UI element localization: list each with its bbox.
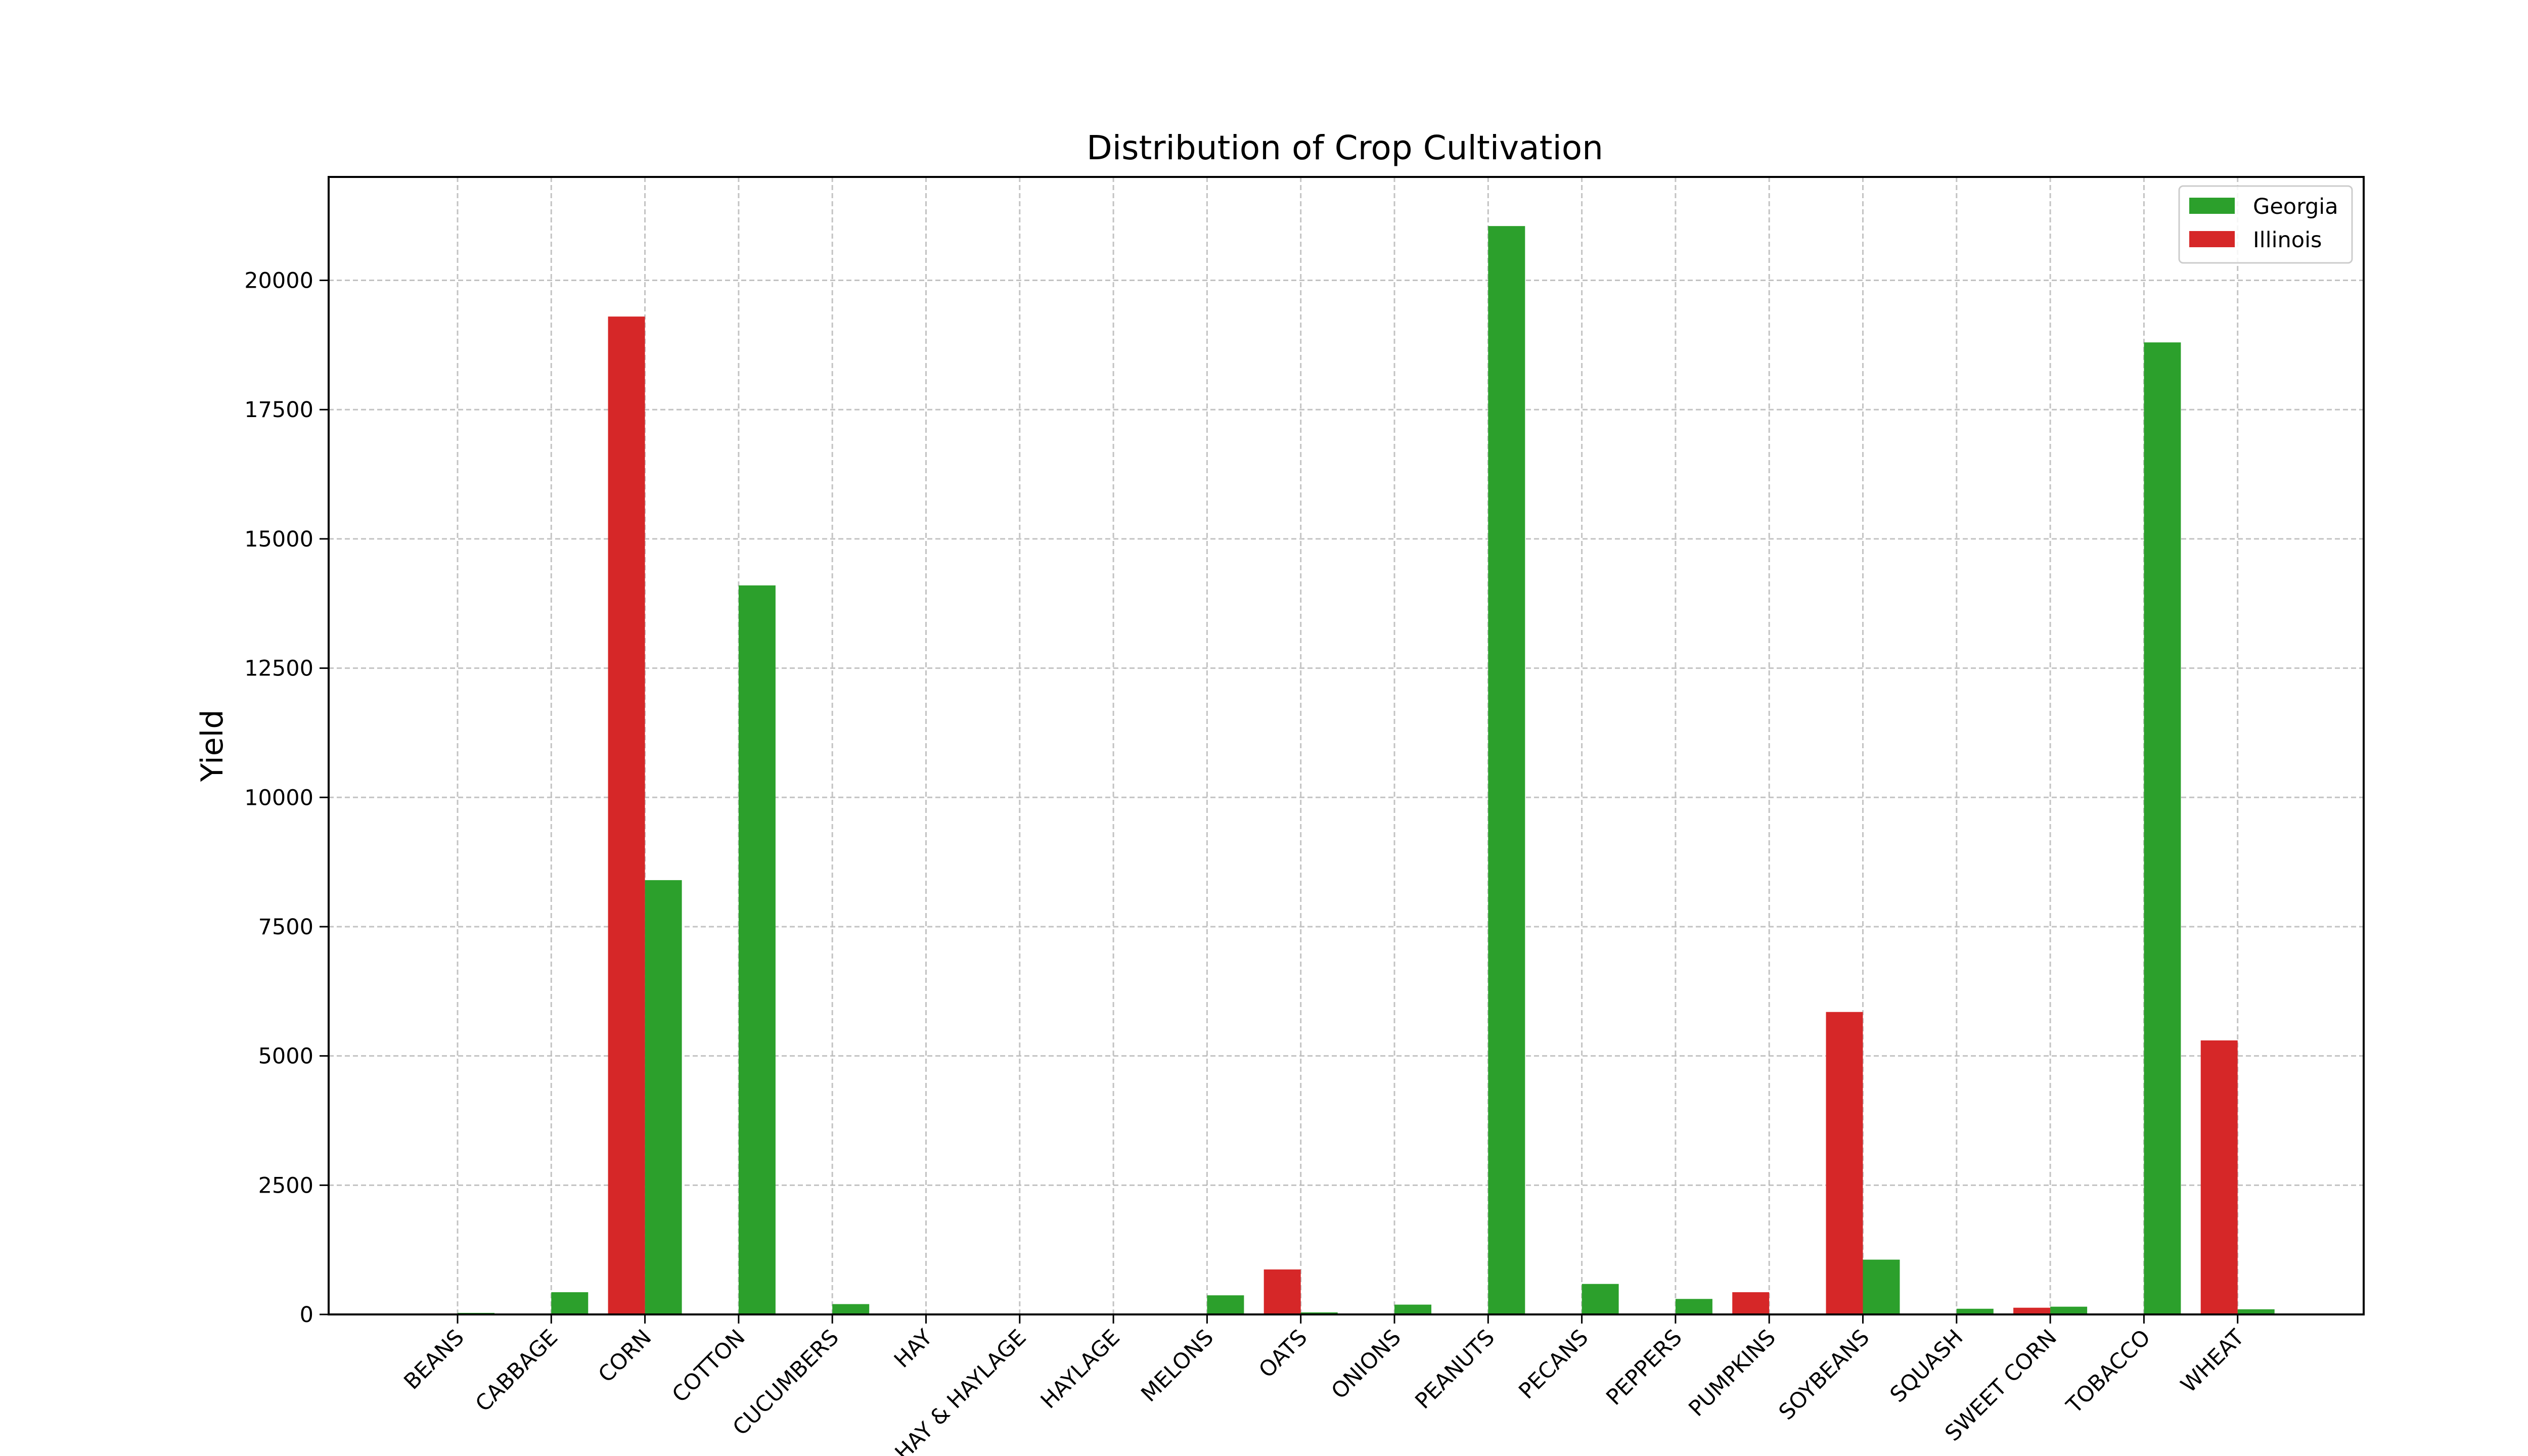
bar-georgia-corn bbox=[645, 880, 682, 1314]
bar-georgia-onions bbox=[1394, 1304, 1431, 1314]
bar-illinois-pumpkins bbox=[1732, 1292, 1770, 1314]
y-tick-label: 12500 bbox=[244, 656, 313, 681]
bar-georgia-soybeans bbox=[1863, 1259, 1900, 1314]
plot-frame bbox=[328, 176, 2365, 1315]
bar-illinois-wheat bbox=[2200, 1040, 2238, 1314]
bar-georgia-cucumbers bbox=[832, 1304, 870, 1314]
bar-georgia-peppers bbox=[1675, 1299, 1712, 1314]
bar-georgia-peanuts bbox=[1488, 226, 1525, 1314]
legend-swatch-illinois bbox=[2189, 231, 2235, 247]
legend-swatch-georgia bbox=[2189, 198, 2235, 214]
bar-georgia-oats bbox=[1300, 1312, 1338, 1314]
y-tick-label: 5000 bbox=[258, 1044, 313, 1069]
y-tick-label: 10000 bbox=[244, 785, 313, 810]
legend-label-georgia: Georgia bbox=[2253, 194, 2338, 219]
bar-georgia-cabbage bbox=[551, 1292, 589, 1314]
bar-georgia-tobacco bbox=[2144, 342, 2181, 1314]
y-axis: 0 2500 5000 7500 10000 12500 15000 17500 20000 bbox=[244, 268, 329, 1328]
bar-georgia-melons bbox=[1207, 1295, 1244, 1314]
bar-georgia-wheat bbox=[2237, 1309, 2275, 1314]
y-tick-label: 20000 bbox=[244, 268, 313, 294]
y-tick-label: 2500 bbox=[258, 1173, 313, 1198]
bar-georgia-sweet-corn bbox=[2050, 1306, 2088, 1314]
y-axis-label: Yield bbox=[195, 710, 230, 783]
legend: Georgia Illinois bbox=[2178, 185, 2353, 264]
bar-illinois-oats bbox=[1263, 1269, 1301, 1314]
bar-illinois-corn bbox=[608, 316, 645, 1314]
y-tick-label: 15000 bbox=[244, 527, 313, 552]
bar-georgia-cotton bbox=[738, 585, 776, 1314]
bar-georgia-pecans bbox=[1582, 1284, 1619, 1314]
bar-georgia-squash bbox=[1956, 1308, 1994, 1314]
bar-illinois-soybeans bbox=[1826, 1012, 1863, 1314]
legend-label-illinois: Illinois bbox=[2253, 228, 2322, 253]
y-tick-label: 7500 bbox=[258, 915, 313, 940]
y-tick-label: 17500 bbox=[244, 397, 313, 423]
chart-title: Distribution of Crop Cultivation bbox=[1087, 128, 1603, 167]
bars-layer bbox=[421, 226, 2275, 1314]
y-tick-label: 0 bbox=[300, 1302, 313, 1328]
bar-illinois-sweet-corn bbox=[2013, 1307, 2051, 1314]
